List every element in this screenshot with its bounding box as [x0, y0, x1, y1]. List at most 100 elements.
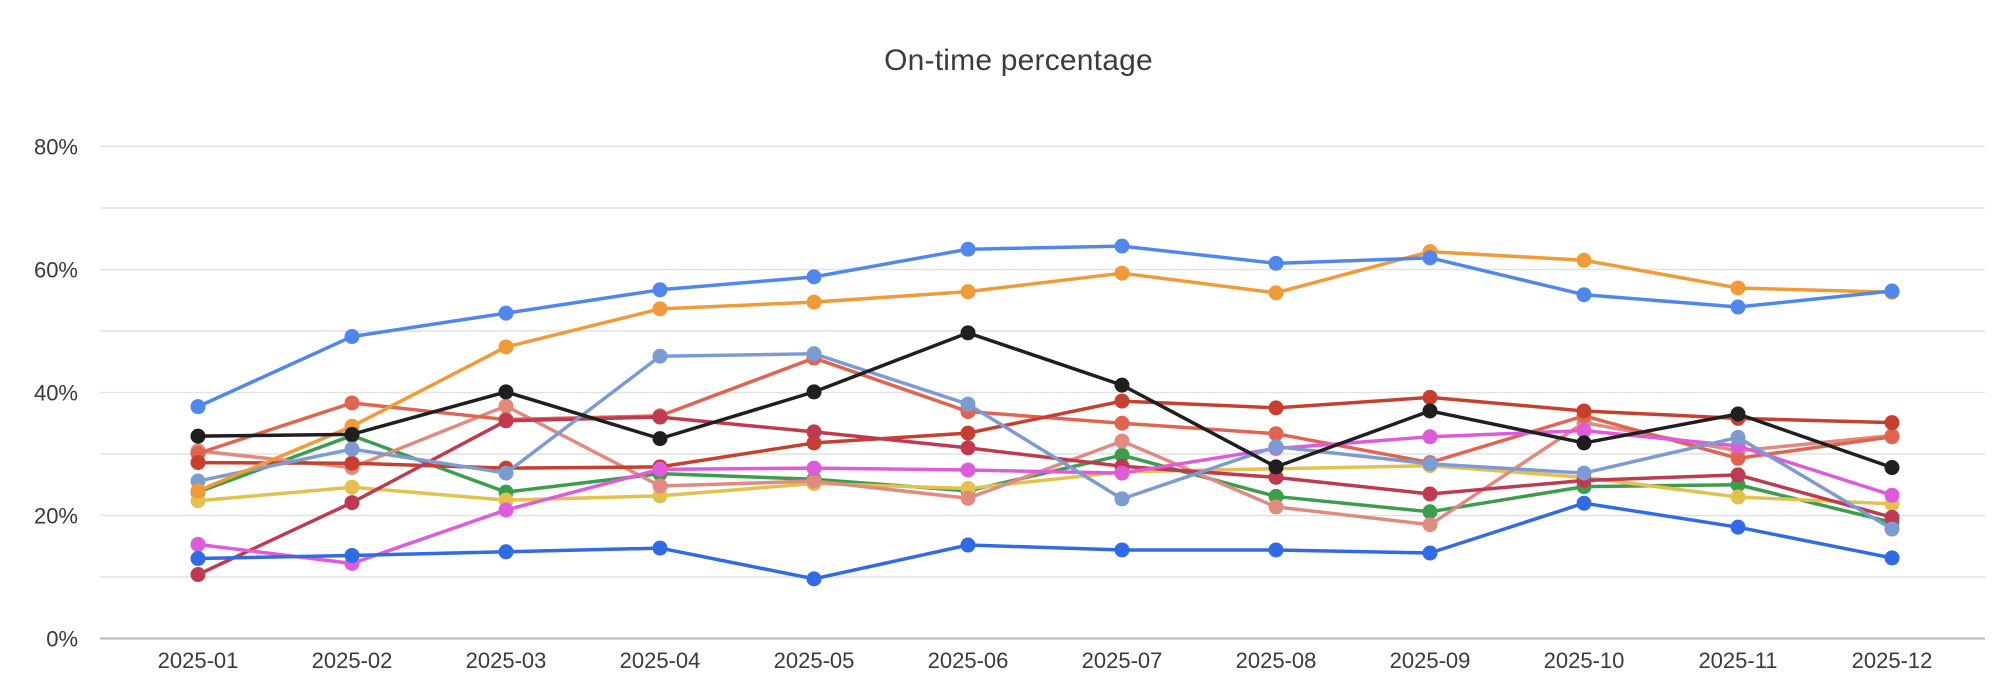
data-point-vermilion — [1114, 415, 1130, 431]
data-point-crimson — [190, 567, 206, 583]
data-point-salmon — [652, 478, 668, 494]
data-point-orange — [1730, 280, 1746, 296]
x-axis-tick-label: 2025-05 — [774, 648, 855, 673]
data-point-green — [1268, 488, 1284, 504]
data-point-orange — [1576, 252, 1592, 268]
y-axis-tick-label: 0% — [46, 627, 78, 652]
data-point-royal-blue — [1730, 519, 1746, 535]
data-point-steel-blue — [960, 396, 976, 412]
data-point-royal-blue — [1114, 542, 1130, 558]
data-point-crimson — [1422, 486, 1438, 502]
data-point-blue — [1884, 283, 1900, 299]
x-axis-tick-label: 2025-12 — [1852, 648, 1933, 673]
data-point-royal-blue — [1884, 550, 1900, 566]
data-point-vermilion — [344, 395, 360, 411]
x-axis-tick-label: 2025-02 — [312, 648, 393, 673]
data-point-orange — [652, 301, 668, 317]
data-point-blue — [806, 269, 822, 285]
x-axis-tick-label: 2025-09 — [1390, 648, 1471, 673]
data-point-steel-blue — [1114, 491, 1130, 507]
data-point-crimson — [960, 440, 976, 456]
data-point-black — [1114, 377, 1130, 393]
data-point-salmon — [806, 473, 822, 489]
data-point-crimson — [806, 424, 822, 440]
data-point-black — [1268, 459, 1284, 475]
data-point-black — [1884, 460, 1900, 476]
data-point-steel-blue — [806, 346, 822, 362]
data-point-red — [344, 455, 360, 471]
data-point-steel-blue — [1268, 439, 1284, 455]
data-point-crimson — [652, 409, 668, 425]
data-point-blue — [1268, 255, 1284, 271]
data-point-magenta — [498, 502, 514, 518]
series-line-blue — [196, 244, 1894, 409]
series-line-orange — [196, 249, 1894, 493]
data-point-vermilion — [1268, 426, 1284, 442]
data-point-orange — [190, 483, 206, 499]
data-point-orange — [806, 294, 822, 310]
data-point-black — [498, 384, 514, 400]
data-point-salmon — [1268, 499, 1284, 515]
x-axis-tick-label: 2025-07 — [1082, 648, 1163, 673]
series-line-magenta — [196, 428, 1894, 566]
data-point-black — [1576, 435, 1592, 451]
data-point-royal-blue — [652, 540, 668, 556]
x-axis-tick-label: 2025-01 — [158, 648, 239, 673]
x-axis-tick-label: 2025-03 — [466, 648, 547, 673]
series-line-royal-blue — [196, 501, 1894, 581]
data-point-royal-blue — [344, 547, 360, 563]
data-point-royal-blue — [1422, 545, 1438, 561]
data-point-crimson — [1884, 509, 1900, 525]
data-point-black — [960, 325, 976, 341]
chart-title: On-time percentage — [884, 44, 1153, 77]
data-point-magenta — [960, 462, 976, 478]
x-axis-tick-label: 2025-04 — [620, 648, 701, 673]
data-point-green — [1422, 504, 1438, 520]
data-point-magenta — [1422, 429, 1438, 445]
data-point-steel-blue — [498, 465, 514, 481]
data-point-yellow — [344, 479, 360, 495]
data-point-red — [1114, 393, 1130, 409]
data-point-magenta — [1576, 423, 1592, 439]
y-axis-tick-label: 80% — [34, 135, 78, 160]
data-point-black — [806, 384, 822, 400]
data-point-red — [960, 425, 976, 441]
x-axis-tick-label: 2025-08 — [1236, 648, 1317, 673]
data-point-red — [1422, 389, 1438, 405]
x-axis-tick-label: 2025-11 — [1698, 648, 1777, 673]
data-point-royal-blue — [1576, 495, 1592, 511]
data-point-orange — [1268, 285, 1284, 301]
y-axis-tick-label: 60% — [34, 258, 78, 283]
data-point-royal-blue — [806, 571, 822, 587]
series-line-black — [196, 331, 1894, 470]
data-point-blue — [1114, 238, 1130, 254]
data-point-crimson — [1730, 467, 1746, 483]
data-point-blue — [1422, 250, 1438, 266]
data-point-red — [1884, 415, 1900, 431]
data-point-blue — [190, 399, 206, 415]
x-axis-tick-label: 2025-06 — [928, 648, 1009, 673]
data-point-blue — [498, 305, 514, 321]
data-point-black — [1422, 403, 1438, 419]
data-point-magenta — [190, 536, 206, 552]
data-point-orange — [960, 284, 976, 300]
data-point-black — [1730, 406, 1746, 422]
data-point-magenta — [806, 460, 822, 476]
data-point-magenta — [1884, 487, 1900, 503]
y-axis-tick-label: 40% — [34, 381, 78, 406]
data-point-vermilion — [1884, 429, 1900, 445]
data-point-black — [344, 426, 360, 442]
data-point-magenta — [1114, 465, 1130, 481]
data-point-yellow — [1730, 489, 1746, 505]
data-point-steel-blue — [1422, 456, 1438, 472]
data-point-royal-blue — [960, 537, 976, 553]
series-line-steel-blue — [196, 352, 1894, 531]
data-point-steel-blue — [1730, 429, 1746, 445]
data-point-red — [806, 435, 822, 451]
data-point-red — [190, 455, 206, 471]
data-point-blue — [1576, 287, 1592, 303]
data-point-royal-blue — [1268, 542, 1284, 558]
data-point-steel-blue — [1576, 465, 1592, 481]
